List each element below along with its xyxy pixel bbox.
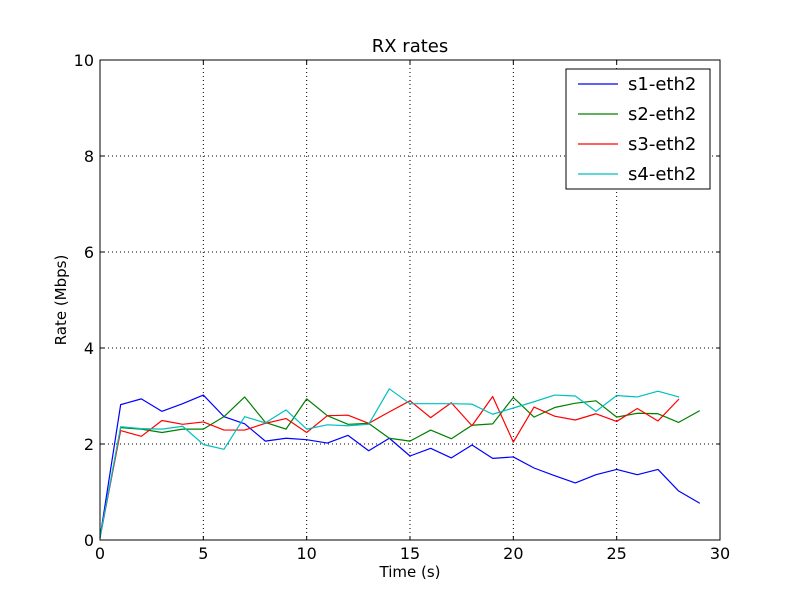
y-tick-label-10: 10 bbox=[74, 51, 94, 70]
legend-label-s1-eth2: s1-eth2 bbox=[628, 74, 696, 95]
series-line-s1-eth2 bbox=[99, 394, 700, 539]
y-tick-label-6: 6 bbox=[84, 243, 94, 262]
series-line-s3-eth2 bbox=[99, 395, 680, 539]
y-tick-labels: 0 2 4 6 8 10 bbox=[74, 51, 94, 550]
legend: s1-eth2 s2-eth2 s3-eth2 s4-eth2 bbox=[565, 68, 711, 190]
x-tick-label-5: 5 bbox=[198, 544, 208, 563]
series-line-s2-eth2 bbox=[99, 396, 700, 539]
x-tick-label-0: 0 bbox=[95, 544, 105, 563]
x-axis-label: Time (s) bbox=[379, 563, 441, 581]
y-tick-label-4: 4 bbox=[84, 339, 94, 358]
legend-label-s3-eth2: s3-eth2 bbox=[628, 134, 696, 155]
x-tick-label-15: 15 bbox=[400, 544, 420, 563]
legend-label-s4-eth2: s4-eth2 bbox=[628, 164, 696, 185]
legend-label-s2-eth2: s2-eth2 bbox=[628, 104, 696, 125]
x-tick-label-25: 25 bbox=[606, 544, 626, 563]
y-tick-label-0: 0 bbox=[84, 531, 94, 550]
y-tick-label-8: 8 bbox=[84, 147, 94, 166]
plot-frame bbox=[99, 59, 721, 541]
x-tick-label-10: 10 bbox=[296, 544, 316, 563]
series-line-s4-eth2 bbox=[99, 388, 680, 539]
y-tick-label-2: 2 bbox=[84, 435, 94, 454]
legend-box bbox=[565, 68, 711, 190]
x-tick-labels: 0 5 10 15 20 25 30 bbox=[95, 544, 730, 563]
x-tick-label-20: 20 bbox=[503, 544, 523, 563]
chart-title: RX rates bbox=[372, 36, 449, 57]
x-tick-label-30: 30 bbox=[710, 544, 730, 563]
series-lines bbox=[99, 388, 700, 539]
y-axis-label: Rate (Mbps) bbox=[52, 255, 70, 346]
